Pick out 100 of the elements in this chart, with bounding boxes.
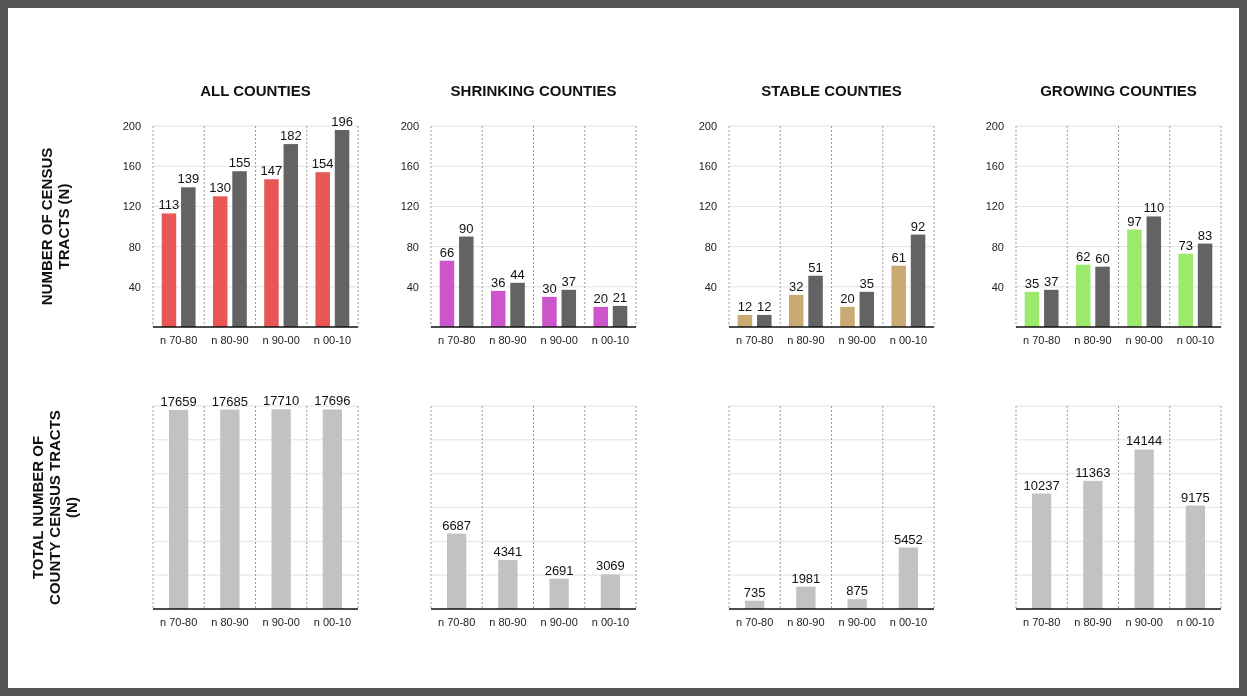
bar (490, 290, 506, 327)
data-label: 12 (737, 298, 753, 314)
data-label: 36 (490, 274, 506, 290)
x-tick-label: n 90-00 (540, 334, 578, 346)
bar (264, 179, 279, 327)
y-tick-label: 40 (991, 280, 1004, 293)
data-label: 147 (260, 163, 283, 179)
bar (542, 296, 557, 327)
x-tick-label: n 00-10 (889, 616, 928, 628)
bar (315, 172, 330, 327)
data-label: 130 (209, 180, 232, 196)
bar (1185, 505, 1206, 609)
y-tick-label: 80 (128, 240, 141, 253)
bar (510, 282, 525, 327)
bar (910, 234, 926, 327)
data-label: 9175 (1180, 489, 1210, 505)
data-label: 97 (1127, 213, 1142, 229)
x-tick-label: n 70-80 (735, 616, 774, 628)
x-tick-label: n 00-10 (591, 334, 630, 346)
bar (459, 236, 474, 327)
y-tick-label: 200 (698, 120, 717, 132)
data-label: 1981 (791, 570, 821, 586)
x-tick-label: n 00-10 (591, 616, 630, 628)
y-tick-label: 80 (991, 240, 1004, 253)
x-tick-label: n 90-00 (540, 616, 578, 628)
bar (1024, 291, 1040, 327)
y-tick-label: 120 (698, 200, 717, 213)
bar (181, 187, 196, 327)
x-tick-label: n 70-80 (1022, 616, 1061, 628)
data-label: 5452 (893, 531, 923, 547)
data-label: 3069 (595, 558, 625, 574)
bar (161, 213, 177, 327)
y-tick-label: 40 (128, 280, 141, 293)
x-tick-label: n 70-80 (1022, 334, 1061, 346)
bar (612, 305, 628, 327)
data-label: 21 (612, 289, 628, 305)
data-label: 44 (510, 266, 525, 282)
bar (334, 130, 350, 327)
x-tick-label: n 80-90 (489, 616, 527, 628)
data-label: 113 (158, 197, 180, 213)
data-label: 17659 (160, 393, 197, 409)
bar (1197, 243, 1213, 327)
data-label: 735 (743, 584, 766, 600)
x-tick-label: n 90-00 (838, 334, 876, 346)
x-tick-label: n 90-00 (1125, 616, 1163, 628)
y-tick-label: 200 (122, 120, 141, 132)
y-axis-title: TOTAL NUMBER OF COUNTY CENSUS TRACTS (N) (29, 410, 80, 605)
data-label: 20 (840, 290, 855, 306)
data-label: 196 (331, 114, 353, 130)
x-tick-label: n 90-00 (262, 334, 300, 346)
x-tick-label: n 80-90 (211, 616, 249, 628)
data-label: 154 (311, 156, 334, 172)
y-tick-label: 120 (985, 200, 1004, 213)
bar (757, 314, 772, 327)
bar (840, 306, 855, 327)
y-tick-label: 200 (400, 120, 419, 132)
y-tick-label: 200 (985, 120, 1004, 132)
bar (808, 275, 823, 327)
data-label: 37 (1044, 273, 1059, 289)
bar (593, 306, 608, 327)
y-tick-label: 40 (704, 280, 717, 293)
data-label: 17696 (314, 393, 351, 409)
x-tick-label: n 00-10 (313, 616, 352, 628)
bar (1075, 264, 1091, 327)
bar (283, 144, 299, 327)
x-tick-label: n 80-90 (787, 616, 825, 628)
y-tick-label: 120 (400, 200, 419, 213)
chart-title: STABLE COUNTIES (761, 82, 902, 99)
bar (212, 196, 228, 327)
data-label: 139 (177, 171, 200, 187)
data-label: 2691 (544, 562, 574, 578)
x-tick-label: n 70-80 (735, 334, 774, 346)
data-label: 73 (1178, 237, 1193, 253)
bar (1095, 266, 1110, 327)
data-label: 35 (1024, 275, 1040, 291)
data-label: 11363 (1075, 464, 1111, 480)
chart-title: ALL COUNTIES (200, 82, 311, 99)
y-tick-label: 160 (400, 160, 419, 173)
data-label: 17710 (263, 393, 300, 409)
bar (600, 574, 621, 609)
x-tick-label: n 00-10 (313, 334, 352, 346)
data-label: 83 (1197, 227, 1213, 243)
data-label: 155 (228, 155, 251, 171)
data-label: 61 (891, 249, 906, 265)
bar (446, 533, 467, 609)
bar (1031, 493, 1052, 609)
x-tick-label: n 70-80 (437, 616, 476, 628)
data-label: 37 (561, 273, 577, 289)
data-label: 182 (279, 128, 302, 144)
bar (549, 578, 569, 609)
bar (1146, 216, 1162, 327)
bar (1044, 289, 1059, 327)
data-label: 4341 (493, 544, 523, 560)
bar (439, 260, 455, 327)
bar (498, 560, 518, 609)
bar (847, 599, 867, 609)
data-label: 10237 (1023, 477, 1060, 493)
x-tick-label: n 00-10 (1176, 334, 1215, 346)
data-label: 875 (846, 583, 868, 599)
bar (1134, 449, 1154, 609)
